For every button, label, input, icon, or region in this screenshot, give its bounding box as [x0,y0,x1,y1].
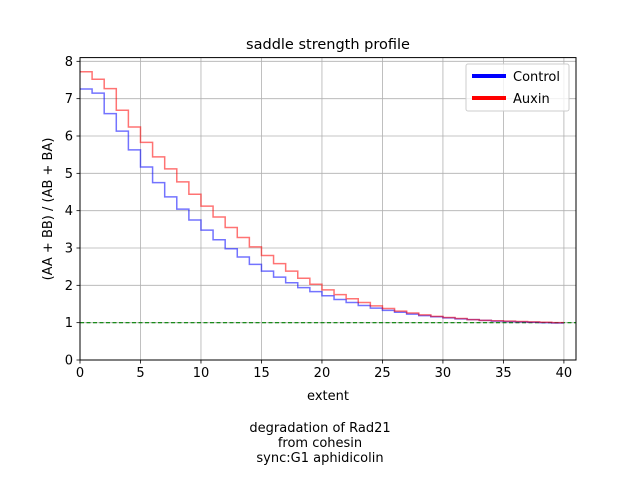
x-tick-label: 25 [374,366,391,381]
chart-title: saddle strength profile [246,37,410,53]
x-axis-label: extent [307,389,349,404]
y-axis-label: (AA + BB) / (AB + BA) [41,138,56,281]
series-layer [80,71,564,324]
x-tick-label: 30 [435,366,452,381]
x-tick-label: 5 [136,366,144,381]
x-tick-label: 10 [193,366,210,381]
y-tick-label: 1 [65,316,73,331]
y-tick-label: 2 [65,279,73,294]
x-tick-label: 40 [556,366,573,381]
x-tick-label: 20 [314,366,331,381]
series-line-auxin [80,71,564,324]
caption-line-2: from cohesin [277,436,363,451]
y-tick-label: 5 [65,167,73,182]
x-tick-label: 35 [495,366,512,381]
caption-line-3: sync:G1 aphidicolin [256,451,384,466]
x-tick-label: 15 [253,366,270,381]
legend-label-control: Control [513,70,560,85]
x-tick-label: 0 [76,366,84,381]
grid-layer [79,57,576,361]
y-tick-label: 7 [65,92,73,107]
tick-layer: 0 5 10 15 20 25 30 35 40 0 1 2 3 4 5 6 7 8 [65,55,572,381]
y-tick-label: 6 [65,130,73,145]
caption-line-1: degradation of Rad21 [249,421,391,436]
legend-label-auxin: Auxin [513,92,550,107]
y-tick-label: 8 [65,55,73,70]
legend: Control Auxin [465,63,570,112]
y-tick-label: 0 [65,354,73,369]
y-tick-label: 3 [65,242,73,257]
y-tick-label: 4 [65,204,73,219]
plot-frame [79,57,577,361]
caption: degradation of Rad21 from cohesin sync:G… [0,421,640,466]
